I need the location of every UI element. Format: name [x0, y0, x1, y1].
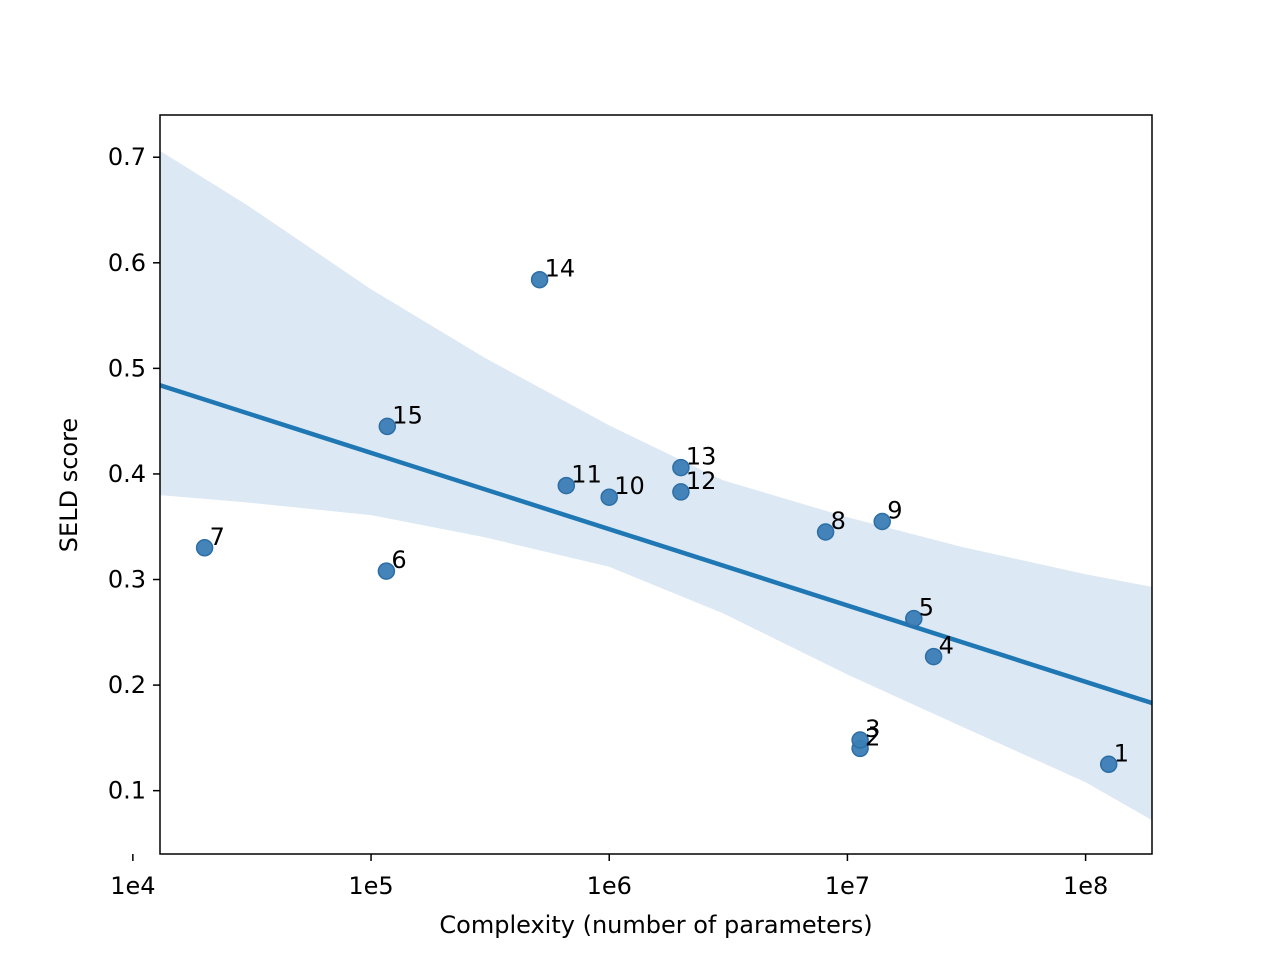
point-label-10: 10: [614, 472, 645, 500]
axes-frame: [159, 114, 1153, 855]
y-tick-label: 0.4: [108, 460, 146, 488]
point-label-15: 15: [392, 401, 423, 429]
y-tick-label: 0.5: [108, 354, 146, 382]
x-tick-label: 1e7: [825, 872, 870, 900]
point-label-13: 13: [686, 443, 717, 471]
data-point-10: [600, 488, 618, 506]
point-label-11: 11: [571, 461, 602, 489]
point-label-12: 12: [686, 467, 717, 495]
y-axis-ticks: 0.1 0.2 0.3 0.4 0.5 0.6 0.7: [108, 143, 160, 805]
point-label-4: 4: [939, 632, 954, 660]
y-axis-label: SELD score: [55, 418, 83, 552]
point-label-5: 5: [919, 594, 934, 622]
data-point-4: [924, 647, 943, 666]
data-point-1: [1099, 755, 1118, 774]
data-points-layer: [195, 270, 1118, 774]
data-point-11: [557, 476, 576, 495]
x-tick-label: 1e4: [110, 872, 155, 900]
point-label-14: 14: [545, 255, 576, 283]
point-label-6: 6: [391, 546, 406, 574]
x-axis-ticks: 1e4 1e5 1e6 1e7 1e8: [110, 854, 1108, 900]
data-point-9: [873, 512, 891, 531]
confidence-band: [160, 150, 1152, 821]
regression-line-layer: [159, 383, 1153, 706]
y-tick-label: 0.6: [108, 249, 146, 277]
x-tick-label: 1e8: [1063, 872, 1108, 900]
data-point-15: [378, 417, 397, 436]
y-tick-label: 0.3: [108, 566, 146, 594]
x-axis-label: Complexity (number of parameters): [439, 911, 872, 939]
y-tick-label: 0.7: [108, 143, 146, 171]
y-tick-label: 0.1: [108, 777, 146, 805]
data-point-8: [816, 523, 835, 541]
regression-line: [159, 383, 1153, 706]
data-point-13: [672, 458, 690, 477]
x-tick-label: 1e5: [348, 872, 393, 900]
point-label-3: 3: [865, 715, 880, 743]
data-point-6: [377, 562, 396, 580]
y-tick-label: 0.2: [108, 671, 146, 699]
x-tick-label: 1e6: [587, 872, 632, 900]
data-point-5: [905, 609, 923, 628]
point-label-1: 1: [1114, 739, 1129, 767]
point-label-8: 8: [831, 507, 846, 535]
point-label-2: 2: [865, 723, 880, 751]
point-label-9: 9: [887, 497, 902, 525]
data-point-12: [672, 483, 690, 501]
point-label-7: 7: [210, 523, 225, 551]
data-point-7: [195, 539, 214, 557]
data-point-14: [530, 270, 549, 289]
data-point-3: [851, 731, 869, 749]
confidence-band-layer: [160, 150, 1152, 821]
